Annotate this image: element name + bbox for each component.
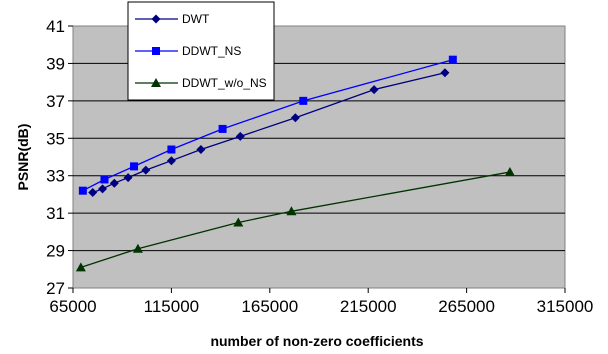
y-tick-label: 27 (46, 279, 65, 298)
x-tick-label: 115000 (144, 297, 199, 316)
data-point (100, 175, 109, 184)
x-tick-label: 65000 (49, 297, 96, 316)
series-group (75, 55, 515, 272)
y-tick-label: 39 (46, 54, 65, 73)
legend-items: DWT DDWT_NS DDWT_w/o_NS (135, 12, 267, 90)
x-tick-label: 165000 (241, 297, 298, 316)
legend-item: DDWT_w/o_NS (135, 76, 267, 90)
y-tick-label: 29 (46, 242, 65, 261)
legend-item: DDWT_NS (135, 44, 241, 58)
legend-item: DWT (135, 12, 210, 26)
data-point (440, 68, 450, 78)
data-point (233, 217, 244, 227)
data-point (299, 96, 308, 105)
data-point (448, 55, 457, 64)
data-point (130, 162, 139, 171)
series-1 (88, 68, 450, 198)
data-point (167, 145, 176, 154)
y-axis-label: PSNR(dB) (15, 124, 31, 191)
x-tick-label: 215000 (340, 297, 397, 316)
legend-marker (151, 78, 161, 87)
data-point (109, 178, 119, 188)
legend-marker (152, 47, 160, 55)
y-axis-ticks: 27 29 31 33 35 37 39 41 (46, 17, 73, 298)
x-tick-label: 315000 (537, 297, 594, 316)
data-point (88, 188, 98, 198)
series-2 (78, 55, 457, 195)
data-point (141, 165, 151, 175)
data-point (218, 124, 227, 133)
data-point (196, 145, 206, 155)
x-tick-label: 265000 (438, 297, 495, 316)
data-point (98, 184, 108, 194)
data-point (290, 113, 300, 123)
data-point (504, 166, 515, 176)
legend-marker (151, 14, 161, 24)
y-tick-label: 35 (46, 129, 65, 148)
data-point (75, 262, 86, 272)
data-point (369, 85, 379, 95)
x-axis-label: number of non-zero coefficients (210, 333, 423, 349)
data-point (132, 243, 143, 253)
data-point (78, 186, 87, 195)
legend-label: DDWT_NS (182, 44, 241, 58)
x-axis-ticks: 65000 115000 165000 215000 265000 315000 (49, 288, 593, 316)
legend-label: DDWT_w/o_NS (182, 76, 267, 90)
data-point (235, 131, 245, 141)
data-point (166, 156, 176, 166)
y-tick-label: 31 (46, 204, 65, 223)
y-tick-label: 33 (46, 167, 65, 186)
y-tick-label: 37 (46, 92, 65, 111)
gridlines (73, 62, 565, 252)
legend-label: DWT (182, 12, 210, 26)
series-3 (75, 166, 515, 272)
legend: DWT DDWT_NS DDWT_w/o_NS (127, 1, 275, 101)
data-point (286, 206, 297, 216)
data-point (123, 173, 133, 183)
y-tick-label: 41 (46, 17, 65, 36)
